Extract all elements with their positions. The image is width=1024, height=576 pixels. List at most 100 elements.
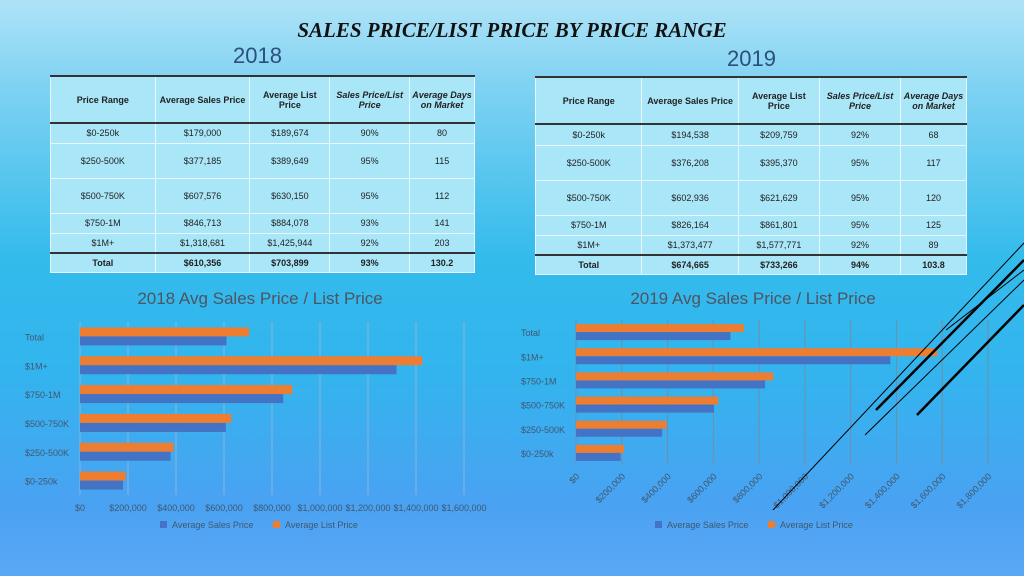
table-cell: $607,576 — [154, 177, 251, 214]
legend-label-list: Average List Price — [780, 520, 853, 530]
column-header: Average Days on Market — [409, 75, 475, 124]
slide-title: SALES PRICE/LIST PRICE BY PRICE RANGE — [297, 18, 727, 42]
bar-list-price — [80, 385, 293, 395]
column-header: Sales Price/List Price — [329, 75, 411, 124]
column-header: Average List Price — [249, 75, 331, 124]
table-cell: 95% — [329, 177, 411, 214]
y-category-label: $500-750K — [25, 419, 69, 429]
y-category-label: $500-750K — [521, 401, 565, 411]
table-cell: $630,150 — [249, 177, 331, 214]
table-2019: Price Range Average Sales Price Average Li… — [534, 76, 967, 275]
year-2018-label: 2018 — [233, 43, 282, 68]
table-cell: $500-750K — [534, 179, 643, 216]
bar-list-price — [80, 356, 423, 366]
bar-list-price — [576, 420, 667, 429]
column-header: Average List Price — [737, 76, 820, 125]
legend-swatch-sales — [160, 521, 167, 528]
total-cell: $674,665 — [641, 254, 739, 275]
bar-sales-price — [80, 336, 227, 346]
table-cell: $500-750K — [50, 177, 156, 214]
x-tick-label: $400,000 — [157, 503, 195, 513]
decorative-line — [875, 259, 1024, 411]
y-category-label: $1M+ — [521, 352, 544, 362]
total-cell: $703,899 — [249, 252, 331, 273]
bar-list-price — [80, 413, 232, 423]
column-header: Price Range — [50, 75, 156, 124]
bar-sales-price — [80, 365, 397, 375]
total-cell: 94% — [818, 254, 902, 275]
table-cell: $376,208 — [641, 144, 739, 181]
bar-list-price — [576, 348, 938, 357]
bar-sales-price — [80, 451, 171, 461]
legend-label-sales: Average Sales Price — [172, 520, 253, 530]
decorative-line — [916, 304, 1024, 416]
x-tick-label: $1,000,000 — [297, 503, 342, 513]
y-category-label: $1M+ — [25, 361, 48, 371]
legend-swatch-sales — [655, 521, 662, 528]
x-tick-label: $1,600,000 — [441, 503, 486, 513]
table-total-row: Total $674,665 $733,266 94% 103.8 — [534, 254, 967, 275]
y-category-label: $750-1M — [25, 390, 61, 400]
bar-sales-price — [80, 422, 226, 432]
y-category-label: $250-500K — [521, 425, 565, 435]
table-row: $1M+ $1,318,681 $1,425,944 92% 203 — [50, 232, 475, 254]
table-cell: $377,185 — [154, 142, 251, 179]
y-category-label: $750-1M — [521, 376, 557, 386]
bar-list-price — [80, 327, 249, 337]
bar-sales-price — [576, 356, 891, 365]
x-tick-label: $800,000 — [731, 471, 765, 505]
x-tick-label: $0 — [75, 503, 85, 513]
y-category-label: Total — [25, 332, 44, 342]
x-tick-label: $800,000 — [253, 503, 291, 513]
x-tick-label: $600,000 — [205, 503, 243, 513]
x-tick-label: $400,000 — [639, 471, 673, 505]
bar-list-price — [576, 372, 774, 381]
table-cell: $389,649 — [249, 142, 331, 179]
table-row: $500-750K $607,576 $630,150 95% 112 — [50, 177, 475, 214]
x-tick-label: $1,200,000 — [817, 471, 856, 510]
x-tick-label: $0 — [567, 471, 581, 485]
legend-swatch-list — [768, 521, 775, 528]
bar-list-price — [576, 396, 719, 405]
x-tick-label: $200,000 — [594, 471, 628, 505]
table-2018: Price Range Average Sales Price Average Li… — [50, 75, 475, 273]
column-header: Average Sales Price — [641, 76, 739, 125]
decorative-line — [864, 279, 1024, 436]
table-cell: 68 — [900, 123, 967, 146]
x-tick-label: $1,800,000 — [954, 471, 993, 510]
y-category-label: $250-500K — [25, 448, 69, 458]
total-cell: Total — [534, 254, 643, 275]
x-tick-label: $600,000 — [685, 471, 719, 505]
bar-list-price — [80, 471, 126, 481]
chart-2019-title: 2019 Avg Sales Price / List Price — [630, 289, 876, 308]
total-cell: $610,356 — [154, 252, 251, 273]
table-row: $750-1M $826,164 $861,801 95% 125 — [534, 214, 967, 236]
decorative-line — [945, 269, 1024, 331]
chart-2018-title: 2018 Avg Sales Price / List Price — [137, 289, 383, 308]
table-header-row: Price Range Average Sales Price Average Li… — [534, 76, 967, 125]
y-category-label: $0-250k — [25, 477, 58, 487]
bar-sales-price — [576, 452, 621, 461]
table-header-row: Price Range Average Sales Price Average Li… — [50, 75, 475, 124]
table-cell: $250-500K — [50, 142, 156, 179]
table-row: $250-500K $376,208 $395,370 95% 117 — [534, 144, 967, 181]
x-tick-label: $200,000 — [109, 503, 147, 513]
legend-swatch-list — [273, 521, 280, 528]
table-row: $1M+ $1,373,477 $1,577,771 92% 89 — [534, 234, 967, 256]
table-cell: 120 — [900, 179, 967, 216]
year-2019-label: 2019 — [727, 46, 776, 71]
bar-list-price — [80, 442, 174, 452]
legend-label-list: Average List Price — [285, 520, 358, 530]
table-row: $0-250k $194,538 $209,759 92% 68 — [534, 123, 967, 146]
bar-sales-price — [80, 394, 284, 404]
x-tick-label: $1,600,000 — [909, 471, 948, 510]
bar-sales-price — [576, 428, 663, 437]
y-category-label: Total — [521, 328, 540, 338]
bar-sales-price — [80, 480, 123, 490]
table-row: $500-750K $602,936 $621,629 95% 120 — [534, 179, 967, 216]
x-tick-label: $1,200,000 — [345, 503, 390, 513]
table-row: $750-1M $846,713 $884,078 93% 141 — [50, 212, 475, 234]
y-category-label: $0-250k — [521, 449, 554, 459]
bar-list-price — [576, 324, 744, 333]
total-cell: $733,266 — [737, 254, 820, 275]
